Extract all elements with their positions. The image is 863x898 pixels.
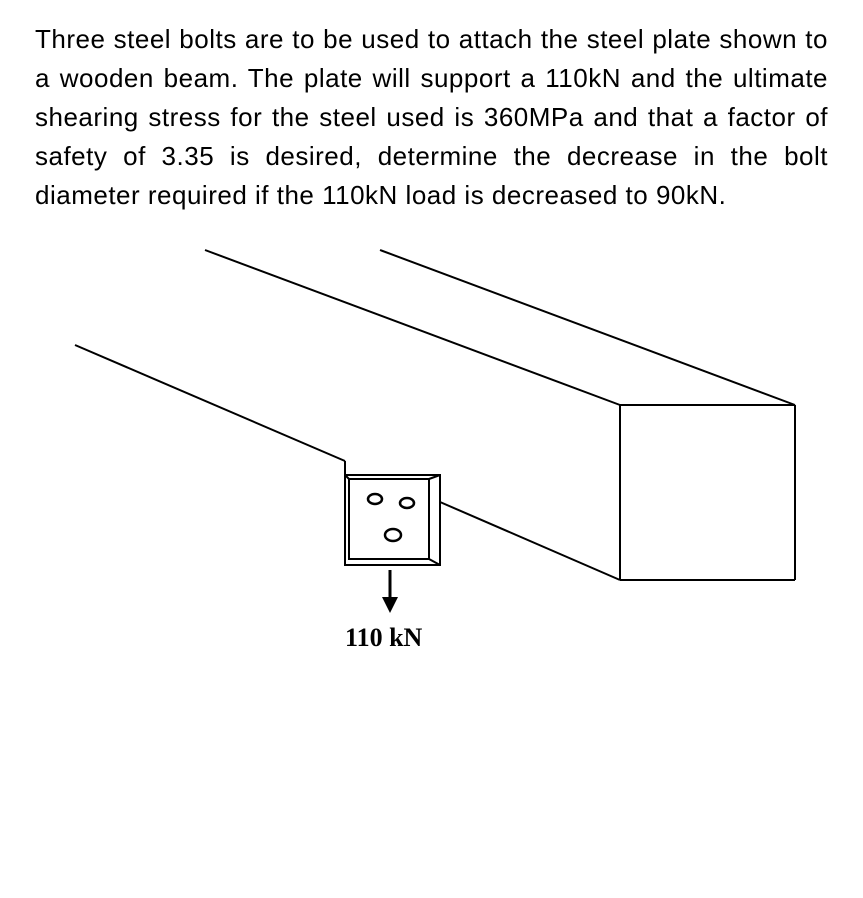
arrow-head bbox=[382, 597, 398, 613]
plate-inner bbox=[349, 479, 429, 559]
beam-side-bottom-2 bbox=[440, 502, 620, 580]
beam-side-bottom-1 bbox=[75, 345, 345, 461]
beam-svg bbox=[35, 245, 815, 685]
beam-diagram: 110 kN bbox=[35, 245, 815, 685]
beam-top-left-edge bbox=[205, 250, 620, 405]
problem-statement: Three steel bolts are to be used to atta… bbox=[35, 20, 828, 215]
force-label: 110 kN bbox=[345, 623, 422, 653]
beam-top-right-edge bbox=[380, 250, 795, 405]
